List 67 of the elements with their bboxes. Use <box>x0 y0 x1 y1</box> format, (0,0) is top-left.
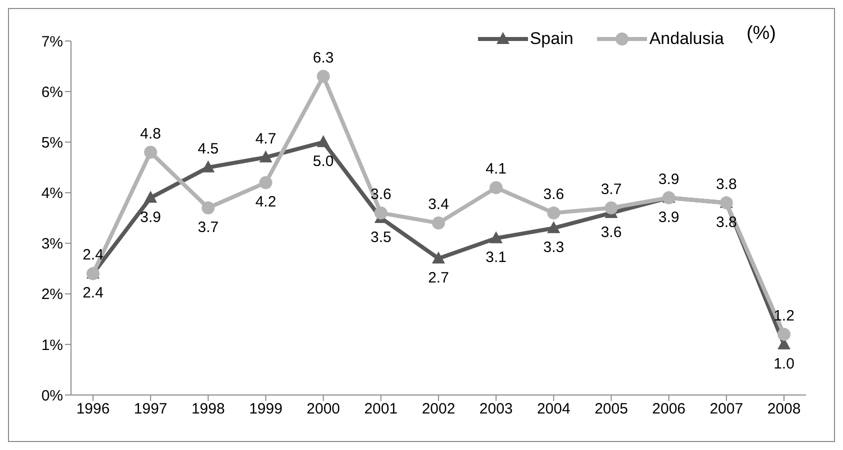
data-label: 4.1 <box>486 160 507 178</box>
data-label: 4.7 <box>255 130 276 148</box>
point <box>432 216 445 230</box>
data-label: 2.4 <box>82 284 104 302</box>
data-label: 3.1 <box>486 249 507 266</box>
point <box>202 201 215 214</box>
data-label: 3.6 <box>370 186 392 203</box>
data-label: 3.8 <box>716 214 737 231</box>
data-label: 3.7 <box>198 218 219 236</box>
data-label: 3.3 <box>543 239 564 256</box>
y-tick-label: 1% <box>41 336 63 354</box>
x-tick-label: 2004 <box>536 400 570 418</box>
x-tick-label: 1997 <box>134 400 168 418</box>
point <box>547 221 560 234</box>
y-tick-label: 6% <box>41 84 63 101</box>
y-tick-label: 3% <box>41 236 63 253</box>
point <box>432 251 445 264</box>
point <box>374 206 388 220</box>
data-label: 5.0 <box>312 153 334 170</box>
y-tick-label: 4% <box>41 185 63 202</box>
data-label: 3.8 <box>716 176 737 193</box>
x-tick-label: 1998 <box>191 400 225 418</box>
data-label: 3.4 <box>428 196 449 214</box>
data-label: 4.2 <box>255 194 276 211</box>
data-label: 3.7 <box>600 180 622 198</box>
y-axis-title: (%) <box>746 23 776 45</box>
point <box>144 190 158 203</box>
x-tick-label: 2007 <box>710 400 744 418</box>
x-tick-label: 2008 <box>767 400 801 418</box>
y-tick-label: 0% <box>41 387 63 404</box>
point <box>778 328 790 341</box>
data-label: 6.3 <box>312 49 334 66</box>
data-label: 2.7 <box>428 269 449 286</box>
point <box>547 206 560 220</box>
data-label: 3.9 <box>140 208 162 226</box>
point <box>490 181 503 194</box>
data-label: 1.2 <box>774 307 794 324</box>
data-label: 3.6 <box>543 186 564 203</box>
data-label: 3.6 <box>600 224 622 241</box>
data-label: 3.9 <box>658 170 680 188</box>
data-label: 3.9 <box>658 208 680 226</box>
point <box>604 201 618 214</box>
y-tick-label: 5% <box>41 134 63 152</box>
data-label: 3.5 <box>370 229 392 246</box>
point <box>144 146 158 159</box>
x-tick-label: 2002 <box>422 400 456 418</box>
point <box>259 150 272 162</box>
legend-label: Spain <box>528 29 574 49</box>
x-tick-label: 2000 <box>306 400 340 418</box>
point <box>202 160 215 172</box>
x-tick-label: 2006 <box>652 400 686 418</box>
point <box>490 231 503 244</box>
data-label: 4.8 <box>140 125 162 142</box>
point <box>316 70 330 83</box>
data-label: 1.0 <box>774 355 794 372</box>
data-label: 4.5 <box>198 140 219 158</box>
legend-label: Andalusia <box>648 29 724 49</box>
x-tick-label: 2005 <box>594 400 628 418</box>
x-tick-label: 1999 <box>249 400 282 418</box>
data-label: 2.4 <box>82 246 104 264</box>
point <box>259 176 272 190</box>
x-tick-label: 1996 <box>76 400 110 418</box>
y-tick-label: 7% <box>41 33 63 50</box>
y-tick-label: 2% <box>41 286 63 304</box>
x-tick-label: 2001 <box>364 400 398 418</box>
x-tick-label: 2003 <box>479 400 513 418</box>
point <box>316 135 330 148</box>
